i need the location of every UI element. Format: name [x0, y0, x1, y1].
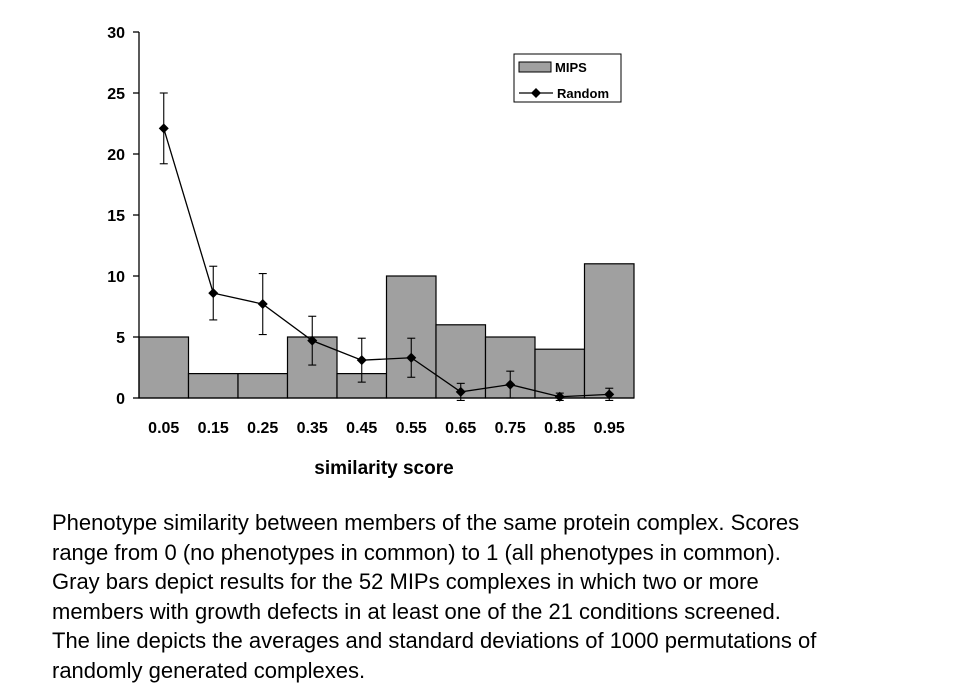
- x-tick-label: 0.65: [445, 420, 476, 437]
- x-tick-label: 0.45: [346, 420, 377, 437]
- point-random: [505, 379, 516, 390]
- y-tick-label: 20: [107, 147, 125, 164]
- x-tick-label: 0.95: [594, 420, 625, 437]
- bar-mips: [583, 263, 635, 399]
- similarity-chart: 0 5 10 15 20 25 30 0.05 0.15 0.25 0.35 0.45 0.55 0.6…: [107, 25, 635, 479]
- point-random: [356, 355, 367, 366]
- x-tick-label: 0.55: [396, 420, 427, 437]
- point-random: [554, 391, 565, 402]
- bar-mips: [138, 336, 190, 399]
- caption-line: Gray bars depict results for the 52 MIPs…: [52, 569, 759, 594]
- bar-mips: [187, 373, 239, 399]
- x-ticks: 0.05 0.15 0.25 0.35 0.45 0.55 0.65 0.75 0.85 0.95: [148, 420, 625, 437]
- random-series: [158, 92, 615, 402]
- mips-bars: [138, 263, 635, 399]
- line-random: [163, 128, 610, 398]
- x-tick-label: 0.15: [198, 420, 229, 437]
- figure-caption: Phenotype similarity between members of …: [52, 508, 942, 685]
- legend-label-mips: MIPS: [555, 60, 587, 75]
- y-tick-label: 25: [107, 86, 125, 103]
- caption-line: The line depicts the averages and standa…: [52, 628, 817, 653]
- point-random: [406, 352, 417, 363]
- x-tick-label: 0.75: [495, 420, 526, 437]
- point-random: [208, 288, 219, 299]
- caption-line: randomly generated complexes.: [52, 657, 366, 683]
- bar-mips: [237, 373, 289, 399]
- y-tick-label: 0: [116, 391, 125, 408]
- y-ticks: 0 5 10 15 20 25 30: [107, 25, 139, 408]
- y-tick-label: 30: [107, 25, 125, 42]
- legend-label-random: Random: [557, 86, 609, 101]
- x-axis-title: similarity score: [314, 458, 453, 479]
- caption-line: Phenotype similarity between members of …: [52, 510, 800, 535]
- caption-line: range from 0 (no phenotypes in common) t…: [52, 539, 781, 565]
- y-tick-label: 5: [116, 330, 125, 347]
- legend-marker-random: [531, 88, 541, 98]
- y-tick-label: 10: [107, 269, 125, 286]
- point-random: [604, 389, 615, 400]
- legend: MIPS Random: [513, 53, 622, 103]
- bar-mips: [385, 275, 437, 399]
- x-tick-label: 0.85: [544, 420, 575, 437]
- caption-line: members with growth defects in at least …: [52, 598, 781, 624]
- x-tick-label: 0.05: [148, 420, 179, 437]
- x-tick-label: 0.25: [247, 420, 278, 437]
- y-tick-label: 15: [107, 208, 125, 225]
- bar-mips: [534, 348, 586, 399]
- point-random: [257, 299, 268, 310]
- legend-swatch-mips: [518, 61, 552, 73]
- x-tick-label: 0.35: [297, 420, 328, 437]
- point-random: [307, 335, 318, 346]
- point-random: [158, 123, 169, 134]
- point-random: [455, 386, 466, 397]
